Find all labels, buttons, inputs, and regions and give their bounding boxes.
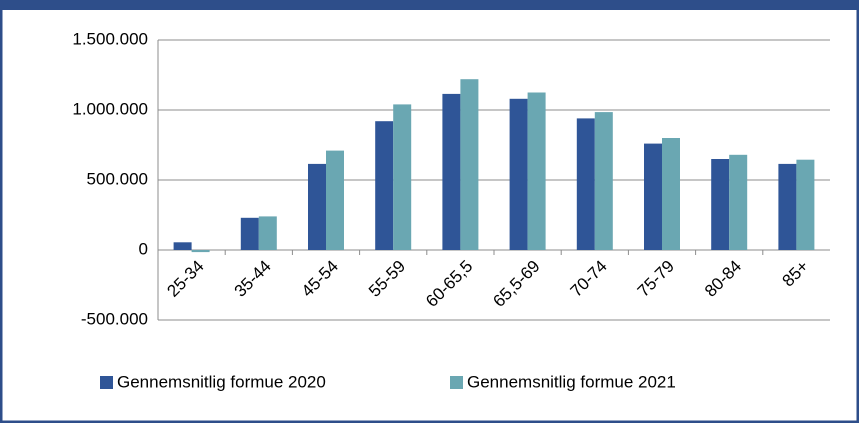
x-tick-label: 45-54 [298, 257, 342, 301]
bar [240, 217, 259, 250]
x-tick-label: 70-74 [567, 257, 611, 301]
legend-swatch [100, 376, 113, 389]
x-tick-label: 35-44 [231, 257, 275, 301]
bar [576, 118, 595, 251]
bar [527, 92, 546, 250]
bar [173, 242, 192, 250]
bar [729, 154, 748, 250]
x-tick-label: 65,5-69 [489, 257, 543, 311]
bar [711, 159, 730, 250]
header-bar [0, 0, 859, 10]
y-tick-label: -500.000 [81, 309, 148, 328]
x-tick-label: 60-65,5 [422, 257, 476, 311]
y-tick-label: 0 [139, 239, 148, 258]
bar [375, 121, 394, 250]
legend-label: Gennemsnitlig formue 2021 [467, 372, 676, 391]
bar [662, 138, 680, 250]
x-tick-label: 85+ [779, 257, 813, 291]
bar [460, 79, 479, 250]
x-tick-label: 25-34 [163, 257, 207, 301]
bar [191, 250, 210, 253]
y-tick-label: 500.000 [87, 169, 148, 188]
bar [796, 159, 815, 250]
bar [509, 98, 528, 250]
x-tick-label: 80-84 [701, 257, 745, 301]
bar [393, 104, 412, 251]
bar [644, 143, 662, 250]
bar [258, 216, 277, 250]
bar [308, 163, 326, 250]
y-tick-label: 1.000.000 [72, 99, 148, 118]
legend-label: Gennemsnitlig formue 2020 [117, 372, 326, 391]
bar [778, 163, 797, 250]
bar [442, 93, 461, 251]
x-tick-label: 55-59 [365, 257, 409, 301]
x-tick-label: 75-79 [634, 257, 678, 301]
bar [326, 150, 344, 250]
bar [594, 112, 613, 250]
legend-swatch [450, 376, 463, 389]
y-tick-label: 1.500.000 [72, 29, 148, 48]
